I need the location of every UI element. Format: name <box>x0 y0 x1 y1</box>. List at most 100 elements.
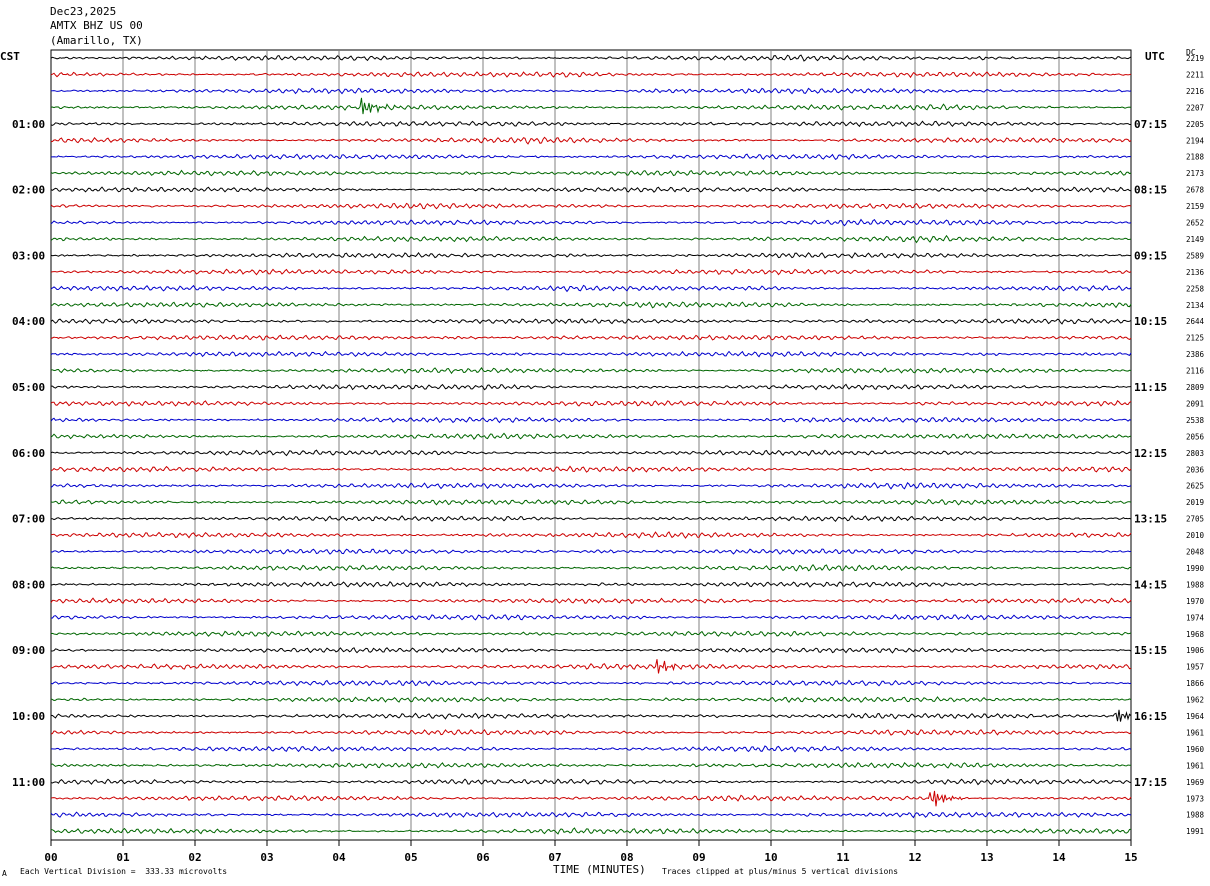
x-tick-label: 07 <box>548 851 561 864</box>
left-hour-label: 07:00 <box>12 513 45 526</box>
dc-value-label: 2134 <box>1186 301 1205 310</box>
x-tick-label: 04 <box>332 851 346 864</box>
trace-line <box>50 71 1132 79</box>
dc-value-label: 2809 <box>1186 383 1204 392</box>
dc-value-label: 1991 <box>1186 827 1204 836</box>
trace-line <box>50 778 1132 786</box>
dc-value-label: 2589 <box>1186 251 1204 260</box>
x-tick-label: 03 <box>260 851 273 864</box>
dc-value-label: 2010 <box>1186 531 1205 540</box>
left-hour-label: 11:00 <box>12 776 45 789</box>
right-hour-label: 12:15 <box>1134 447 1167 460</box>
left-hour-label: 10:00 <box>12 710 45 723</box>
scale-note: Each Vertical Division = 333.33 microvol… <box>20 867 228 876</box>
trace-line <box>50 449 1132 457</box>
corner-mark: A <box>2 869 7 878</box>
trace-line <box>50 318 1132 325</box>
dc-value-label: 2219 <box>1186 54 1204 63</box>
trace-line <box>50 416 1132 424</box>
dc-value-label: 2036 <box>1186 465 1205 474</box>
dc-value-label: 1988 <box>1186 580 1205 589</box>
left-axis-title: CST <box>0 50 20 63</box>
dc-value-label: 2173 <box>1186 169 1204 178</box>
dc-value-label: 1906 <box>1186 646 1205 655</box>
x-tick-label: 06 <box>476 851 490 864</box>
dc-value-label: 1969 <box>1186 778 1204 787</box>
x-axis-title: TIME (MINUTES) <box>553 863 646 876</box>
dc-value-label: 2136 <box>1186 268 1205 277</box>
right-hour-label: 15:15 <box>1134 644 1167 657</box>
x-tick-label: 05 <box>404 851 417 864</box>
trace-line <box>50 202 1132 210</box>
trace-line <box>50 531 1132 539</box>
trace-line <box>51 367 1132 375</box>
trace-line <box>50 728 1132 736</box>
dc-value-label: 1968 <box>1186 630 1205 639</box>
left-hour-label: 08:00 <box>12 578 45 591</box>
x-tick-label: 00 <box>44 851 57 864</box>
right-hour-label: 14:15 <box>1134 578 1167 591</box>
left-hour-label: 02:00 <box>12 184 45 197</box>
dc-value-label: 2159 <box>1186 202 1204 211</box>
trace-line <box>50 811 1132 819</box>
trace-line <box>50 400 1132 407</box>
x-tick-label: 13 <box>980 851 993 864</box>
left-hour-label: 09:00 <box>12 644 45 657</box>
x-tick-label: 14 <box>1052 851 1066 864</box>
trace-line <box>50 762 1132 769</box>
trace-line <box>50 87 1132 95</box>
right-hour-label: 07:15 <box>1134 118 1167 131</box>
dc-title: DC <box>1186 48 1196 57</box>
x-tick-label: 01 <box>116 851 130 864</box>
trace-line <box>50 136 1132 145</box>
dc-value-label: 1866 <box>1186 679 1205 688</box>
dc-value-label: 2644 <box>1186 317 1205 326</box>
trace-line <box>50 350 1132 358</box>
trace-line <box>50 790 1132 807</box>
right-hour-label: 16:15 <box>1134 710 1167 723</box>
trace-line <box>50 153 1132 161</box>
dc-value-label: 2048 <box>1186 548 1205 557</box>
dc-value-label: 2188 <box>1186 153 1205 162</box>
trace-line <box>50 432 1132 440</box>
trace-line <box>50 630 1132 638</box>
dc-value-label: 1957 <box>1186 663 1204 672</box>
trace-line <box>50 252 1132 259</box>
dc-value-label: 2678 <box>1186 186 1205 195</box>
dc-value-label: 2056 <box>1186 432 1205 441</box>
trace-line <box>50 268 1132 276</box>
right-hour-label: 17:15 <box>1134 776 1167 789</box>
left-hour-label: 03:00 <box>12 249 45 262</box>
trace-line <box>50 548 1132 555</box>
trace-line <box>50 827 1132 835</box>
dc-value-label: 1974 <box>1186 613 1205 622</box>
x-tick-label: 12 <box>908 851 921 864</box>
trace-line <box>50 54 1132 62</box>
right-hour-label: 11:15 <box>1134 381 1167 394</box>
dc-value-label: 2538 <box>1186 416 1205 425</box>
dc-value-label: 2216 <box>1186 87 1205 96</box>
trace-line <box>50 334 1132 341</box>
trace-line <box>50 383 1132 391</box>
dc-value-label: 2705 <box>1186 515 1204 524</box>
trace-line <box>50 597 1132 605</box>
dc-value-label: 1970 <box>1186 597 1205 606</box>
left-hour-label: 01:00 <box>12 118 45 131</box>
dc-value-label: 1961 <box>1186 728 1204 737</box>
dc-value-label: 2803 <box>1186 449 1204 458</box>
trace-line <box>50 647 1132 654</box>
trace-line <box>50 218 1132 227</box>
dc-value-label: 1962 <box>1186 696 1204 705</box>
right-hour-label: 09:15 <box>1134 249 1167 262</box>
dc-value-label: 2625 <box>1186 482 1204 491</box>
x-tick-label: 11 <box>836 851 850 864</box>
trace-line <box>50 301 1132 309</box>
station-name: AMTX BHZ US 00 <box>50 19 143 32</box>
x-tick-label: 02 <box>188 851 201 864</box>
trace-line <box>50 97 1132 115</box>
trace-line <box>50 614 1132 621</box>
x-tick-label: 09 <box>692 851 705 864</box>
right-hour-label: 13:15 <box>1134 513 1167 526</box>
right-hour-label: 10:15 <box>1134 315 1167 328</box>
dc-value-label: 2205 <box>1186 120 1204 129</box>
